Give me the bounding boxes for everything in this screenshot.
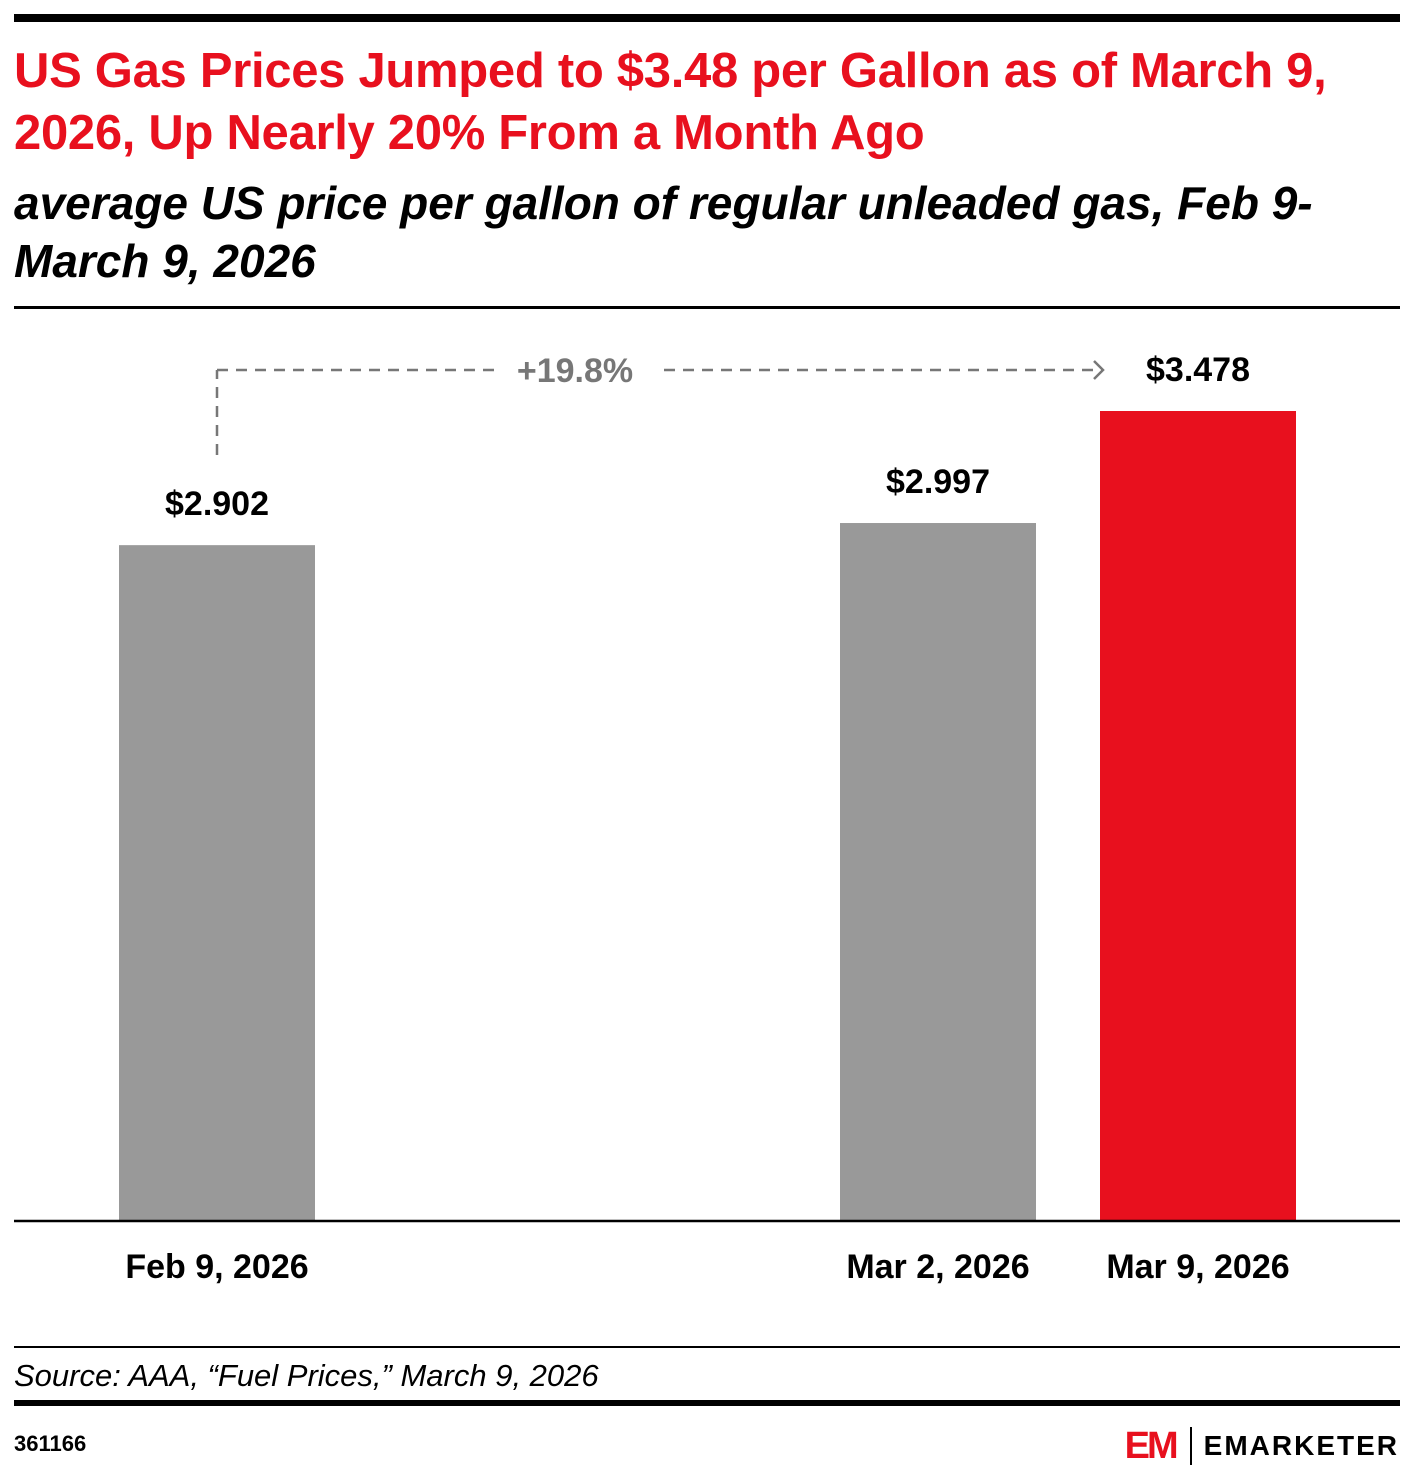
category-label-mar-2-2026: Mar 2, 2026: [846, 1248, 1029, 1286]
value-labels-group: $2.902 $2.997 $3.478: [165, 351, 1250, 523]
category-labels-group: Feb 9, 2026 Mar 2, 2026 Mar 9, 2026: [125, 1248, 1289, 1286]
footer-top-rule: [14, 1346, 1400, 1348]
value-label-mar-9-2026: $3.478: [1146, 351, 1250, 389]
chart-title: US Gas Prices Jumped to $3.48 per Gallon…: [14, 44, 1327, 160]
source-note: Source: AAA, “Fuel Prices,” March 9, 202…: [14, 1358, 599, 1393]
bar-mar-2-2026: [840, 523, 1036, 1221]
header-divider: [14, 306, 1400, 309]
value-label-mar-2-2026: $2.997: [886, 463, 990, 501]
bars-group: [119, 411, 1296, 1221]
em-logo-icon: EM: [1124, 1424, 1179, 1467]
chart-subtitle: average US price per gallon of regular u…: [14, 177, 1313, 287]
logo-separator: [1189, 1427, 1192, 1465]
bar-feb-9-2026: [119, 545, 315, 1221]
logo-wordmark: EMARKETER: [1203, 1430, 1399, 1461]
change-annotation: +19.8%: [215, 352, 1105, 455]
category-label-mar-9-2026: Mar 9, 2026: [1106, 1248, 1289, 1286]
bar-mar-9-2026: [1100, 411, 1296, 1221]
category-label-feb-9-2026: Feb 9, 2026: [125, 1248, 308, 1286]
percent-change-label: +19.8%: [517, 352, 633, 390]
chart-id: 361166: [14, 1431, 87, 1456]
bar-chart: $2.902 $2.997 $3.478 +19.8% Feb 9, 2026 Mar…: [14, 351, 1400, 1286]
emarketer-logo: EM EMARKETER: [1125, 1425, 1399, 1467]
footer-bottom-rule: [14, 1400, 1400, 1406]
value-label-feb-9-2026: $2.902: [165, 485, 269, 523]
annotation-arrow-icon: [1093, 360, 1105, 380]
top-rule: [14, 14, 1400, 22]
